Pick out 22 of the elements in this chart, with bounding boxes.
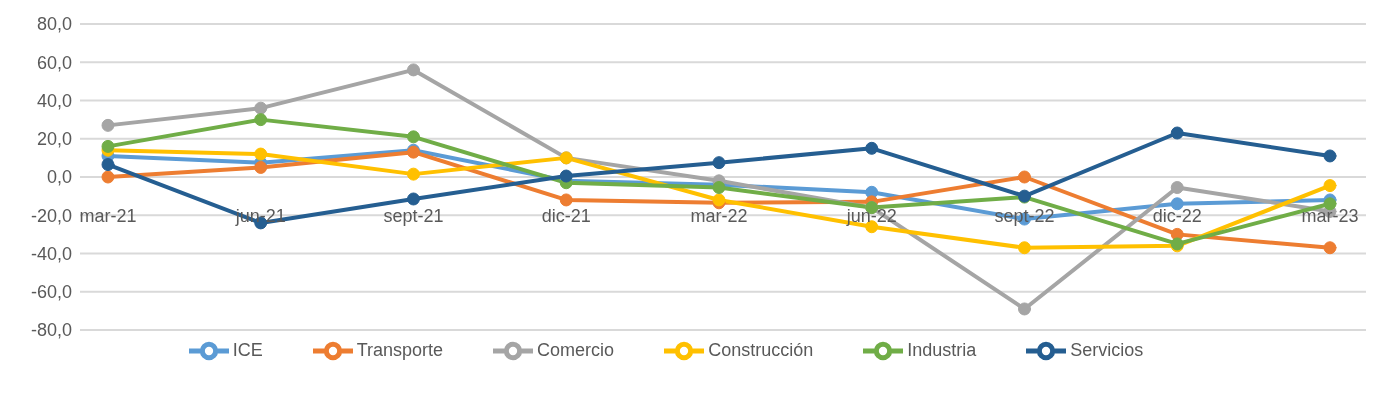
y-tick-label: 40,0 — [36, 90, 72, 111]
x-tick-label: mar-23 — [1301, 205, 1359, 226]
x-tick-label: dic-21 — [541, 205, 591, 226]
x-tick-label: jun-22 — [845, 205, 897, 226]
legend-label: Transporte — [356, 339, 444, 360]
legend-label: ICE — [232, 339, 263, 360]
y-tick-label: -20,0 — [30, 205, 72, 226]
y-tick-label: 60,0 — [36, 52, 72, 73]
y-tick-label: 80,0 — [36, 14, 72, 35]
y-tick-label: -40,0 — [30, 243, 72, 264]
x-tick-label: dic-22 — [1152, 205, 1202, 226]
legend-label: Industria — [907, 339, 977, 360]
y-tick-label: 20,0 — [36, 129, 72, 150]
legend-label: Comercio — [537, 339, 615, 360]
x-tick-label: sept-21 — [383, 205, 444, 226]
x-tick-label: mar-22 — [690, 205, 748, 226]
y-tick-label: -60,0 — [30, 282, 72, 303]
x-tick-label: mar-21 — [79, 205, 137, 226]
y-tick-label: 0,0 — [46, 167, 72, 188]
y-tick-label: -80,0 — [30, 320, 72, 341]
legend-label: Servicios — [1070, 339, 1144, 360]
legend-label: Construcción — [708, 339, 814, 360]
